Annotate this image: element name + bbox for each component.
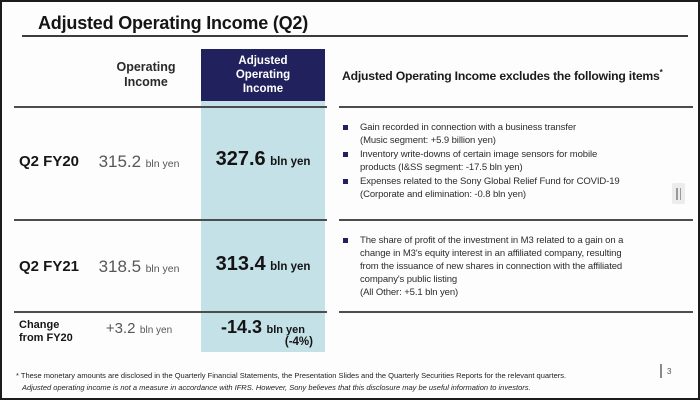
column-header-operating-income: Operating Income [116, 60, 176, 89]
right-panel-header-text: Adjusted Operating Income excludes the f… [342, 69, 660, 84]
value: 318.5 [98, 257, 142, 276]
adjusted-income-change-percent: (-4%) [284, 336, 313, 348]
operating-income-value-fy20: 315.2 bln yen [84, 152, 194, 172]
table-rule-mid-left [14, 219, 327, 221]
page-number-divider [660, 364, 662, 378]
value: 315.2 [98, 152, 142, 171]
fy21-exclusions-list: The share of profit of the investment in… [343, 234, 695, 300]
footnote-disclosure: * These monetary amounts are disclosed i… [16, 371, 567, 380]
value: 327.6 [215, 148, 266, 170]
list-item: Expenses related to the Sony Global Reli… [343, 175, 695, 201]
unit: bln yen [270, 156, 311, 168]
value: -14.3 [221, 317, 263, 337]
footnote-ifrs: Adjusted operating income is not a measu… [22, 383, 531, 392]
list-item-text: Expenses related to the Sony Global Reli… [360, 176, 620, 200]
list-item-text: Gain recorded in connection with a busin… [360, 122, 577, 146]
table-rule-mid-right [339, 219, 693, 221]
right-panel-header: Adjusted Operating Income excludes the f… [342, 68, 694, 83]
adjusted-income-change: -14.3 bln yen [201, 317, 325, 338]
unit: bln yen [266, 324, 305, 336]
adjusted-income-value-fy20: 327.6 bln yen [201, 148, 325, 171]
page-number: 3 [667, 367, 672, 376]
value: 313.4 [215, 253, 266, 275]
table-rule-bottom-left [14, 311, 327, 313]
table-rule-top-left [14, 106, 327, 108]
operating-income-value-fy21: 318.5 bln yen [84, 257, 194, 277]
unit: bln yen [145, 158, 180, 170]
grab-handle-icon[interactable] [672, 183, 685, 204]
bullet-square-icon [343, 152, 348, 157]
title-underline [22, 35, 688, 37]
page-title: Adjusted Operating Income (Q2) [38, 13, 309, 33]
unit: bln yen [270, 261, 311, 273]
list-item: The share of profit of the investment in… [343, 234, 695, 299]
adjusted-income-value-fy21: 313.4 bln yen [201, 253, 325, 276]
value: +3.2 [105, 320, 136, 337]
row-label-q2-fy21: Q2 FY21 [19, 258, 80, 275]
fy20-exclusions-list: Gain recorded in connection with a busin… [343, 121, 695, 202]
bullet-square-icon [343, 238, 348, 243]
row-label-change-from-fy20: Change from FY20 [19, 319, 73, 344]
table-rule-top-right [339, 106, 693, 108]
unit: bln yen [145, 263, 180, 275]
list-item-text: Inventory write-downs of certain image s… [360, 149, 598, 173]
bullet-square-icon [343, 125, 348, 130]
unit: bln yen [139, 325, 173, 336]
adjusted-column-highlight [201, 101, 325, 352]
table-rule-bottom-right [339, 311, 693, 313]
operating-income-change: +3.2 bln yen [84, 320, 194, 338]
bullet-square-icon [343, 179, 348, 184]
list-item: Inventory write-downs of certain image s… [343, 148, 695, 174]
list-item-text: The share of profit of the investment in… [360, 235, 624, 298]
column-header-adjusted-operating-income: Adjusted Operating Income [201, 49, 325, 101]
row-label-q2-fy20: Q2 FY20 [19, 153, 80, 170]
list-item: Gain recorded in connection with a busin… [343, 121, 695, 147]
asterisk-superscript: * [659, 68, 663, 77]
